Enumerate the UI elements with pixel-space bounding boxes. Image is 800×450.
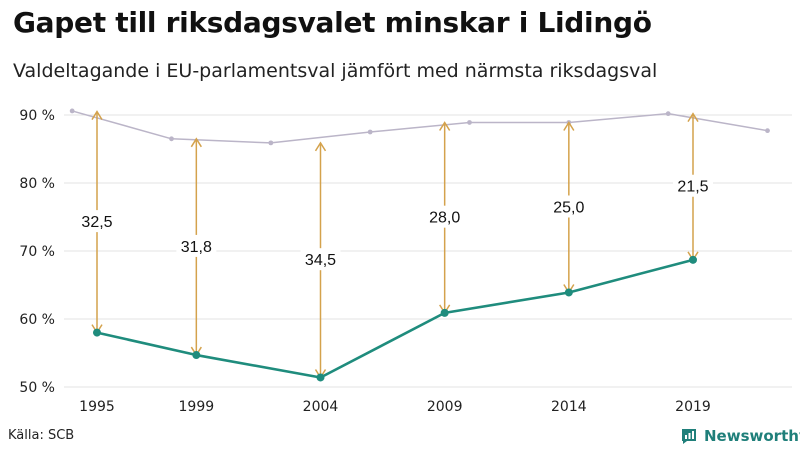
gap-arrowhead-top (687, 112, 699, 123)
x-tick-label: 2019 (675, 399, 711, 415)
riksdag-series (69, 108, 770, 146)
gap-arrowhead-top (314, 141, 327, 152)
gap-label: 34,5 (305, 252, 336, 269)
gap-label-bg (673, 174, 713, 197)
gap-label: 21,5 (677, 179, 708, 196)
y-tick-label: 80 % (19, 176, 55, 192)
riksdag-point (69, 108, 75, 114)
brand-name: Newsworthy (704, 427, 800, 445)
eu-series (93, 255, 697, 382)
x-tick-label: 2009 (427, 399, 463, 415)
riksdag-point (665, 111, 671, 117)
gap-label-bg (300, 248, 341, 271)
gap-arrowhead-top (190, 137, 202, 148)
y-tick-label: 50 % (19, 380, 55, 396)
bar-chart-logo-icon (682, 429, 696, 444)
chart-title: Gapet till riksdagsvalet minskar i Lidin… (13, 6, 652, 39)
gap-label-bg (176, 234, 217, 257)
y-tick-label: 70 % (19, 244, 55, 260)
x-tick-label: 2004 (303, 399, 339, 415)
y-tick-label: 90 % (19, 108, 55, 124)
riksdag-point (169, 136, 174, 142)
gap-arrowhead-top (91, 110, 103, 120)
gap-arrowhead-top (563, 121, 575, 131)
grid-lines (64, 114, 792, 388)
source-note: Källa: SCB (8, 428, 75, 443)
gap-label: 25,0 (553, 199, 584, 216)
eu-point (93, 328, 101, 337)
brand-logo[interactable]: Newsworthy (680, 427, 800, 445)
riksdag-point (765, 128, 770, 134)
riksdag-point (467, 120, 472, 125)
gap-label: 32,5 (81, 214, 112, 231)
x-axis-ticks: 1995 1999 2004 2009 2014 2019 (79, 399, 711, 415)
y-tick-label: 60 % (19, 312, 55, 328)
x-tick-label: 1999 (179, 399, 215, 415)
x-tick-label: 2014 (551, 399, 587, 415)
gap-arrowhead-top (439, 121, 451, 131)
riksdag-point (268, 140, 274, 146)
eu-point (689, 255, 697, 264)
eu-point (440, 308, 449, 317)
y-axis-ticks: 50 % 60 % 70 % 80 % 90 % (19, 108, 55, 396)
riksdag-line (71, 110, 768, 144)
chart-subtitle: Valdeltagande i EU-parlamentsval jämfört… (13, 60, 658, 82)
gap-label-bg (548, 195, 589, 218)
eu-point (564, 288, 573, 297)
gap-arrows: 32,5 31,8 34,5 28,0 25,0 21,5 (77, 110, 713, 379)
riksdag-point (367, 129, 373, 135)
x-tick-label: 1995 (79, 399, 115, 415)
eu-line (96, 258, 694, 379)
eu-point (316, 373, 325, 382)
gap-label-bg (77, 210, 117, 233)
gap-label-bg (424, 205, 465, 228)
gap-label: 28,0 (429, 210, 460, 227)
eu-point (192, 351, 201, 360)
gap-label: 31,8 (181, 239, 212, 256)
